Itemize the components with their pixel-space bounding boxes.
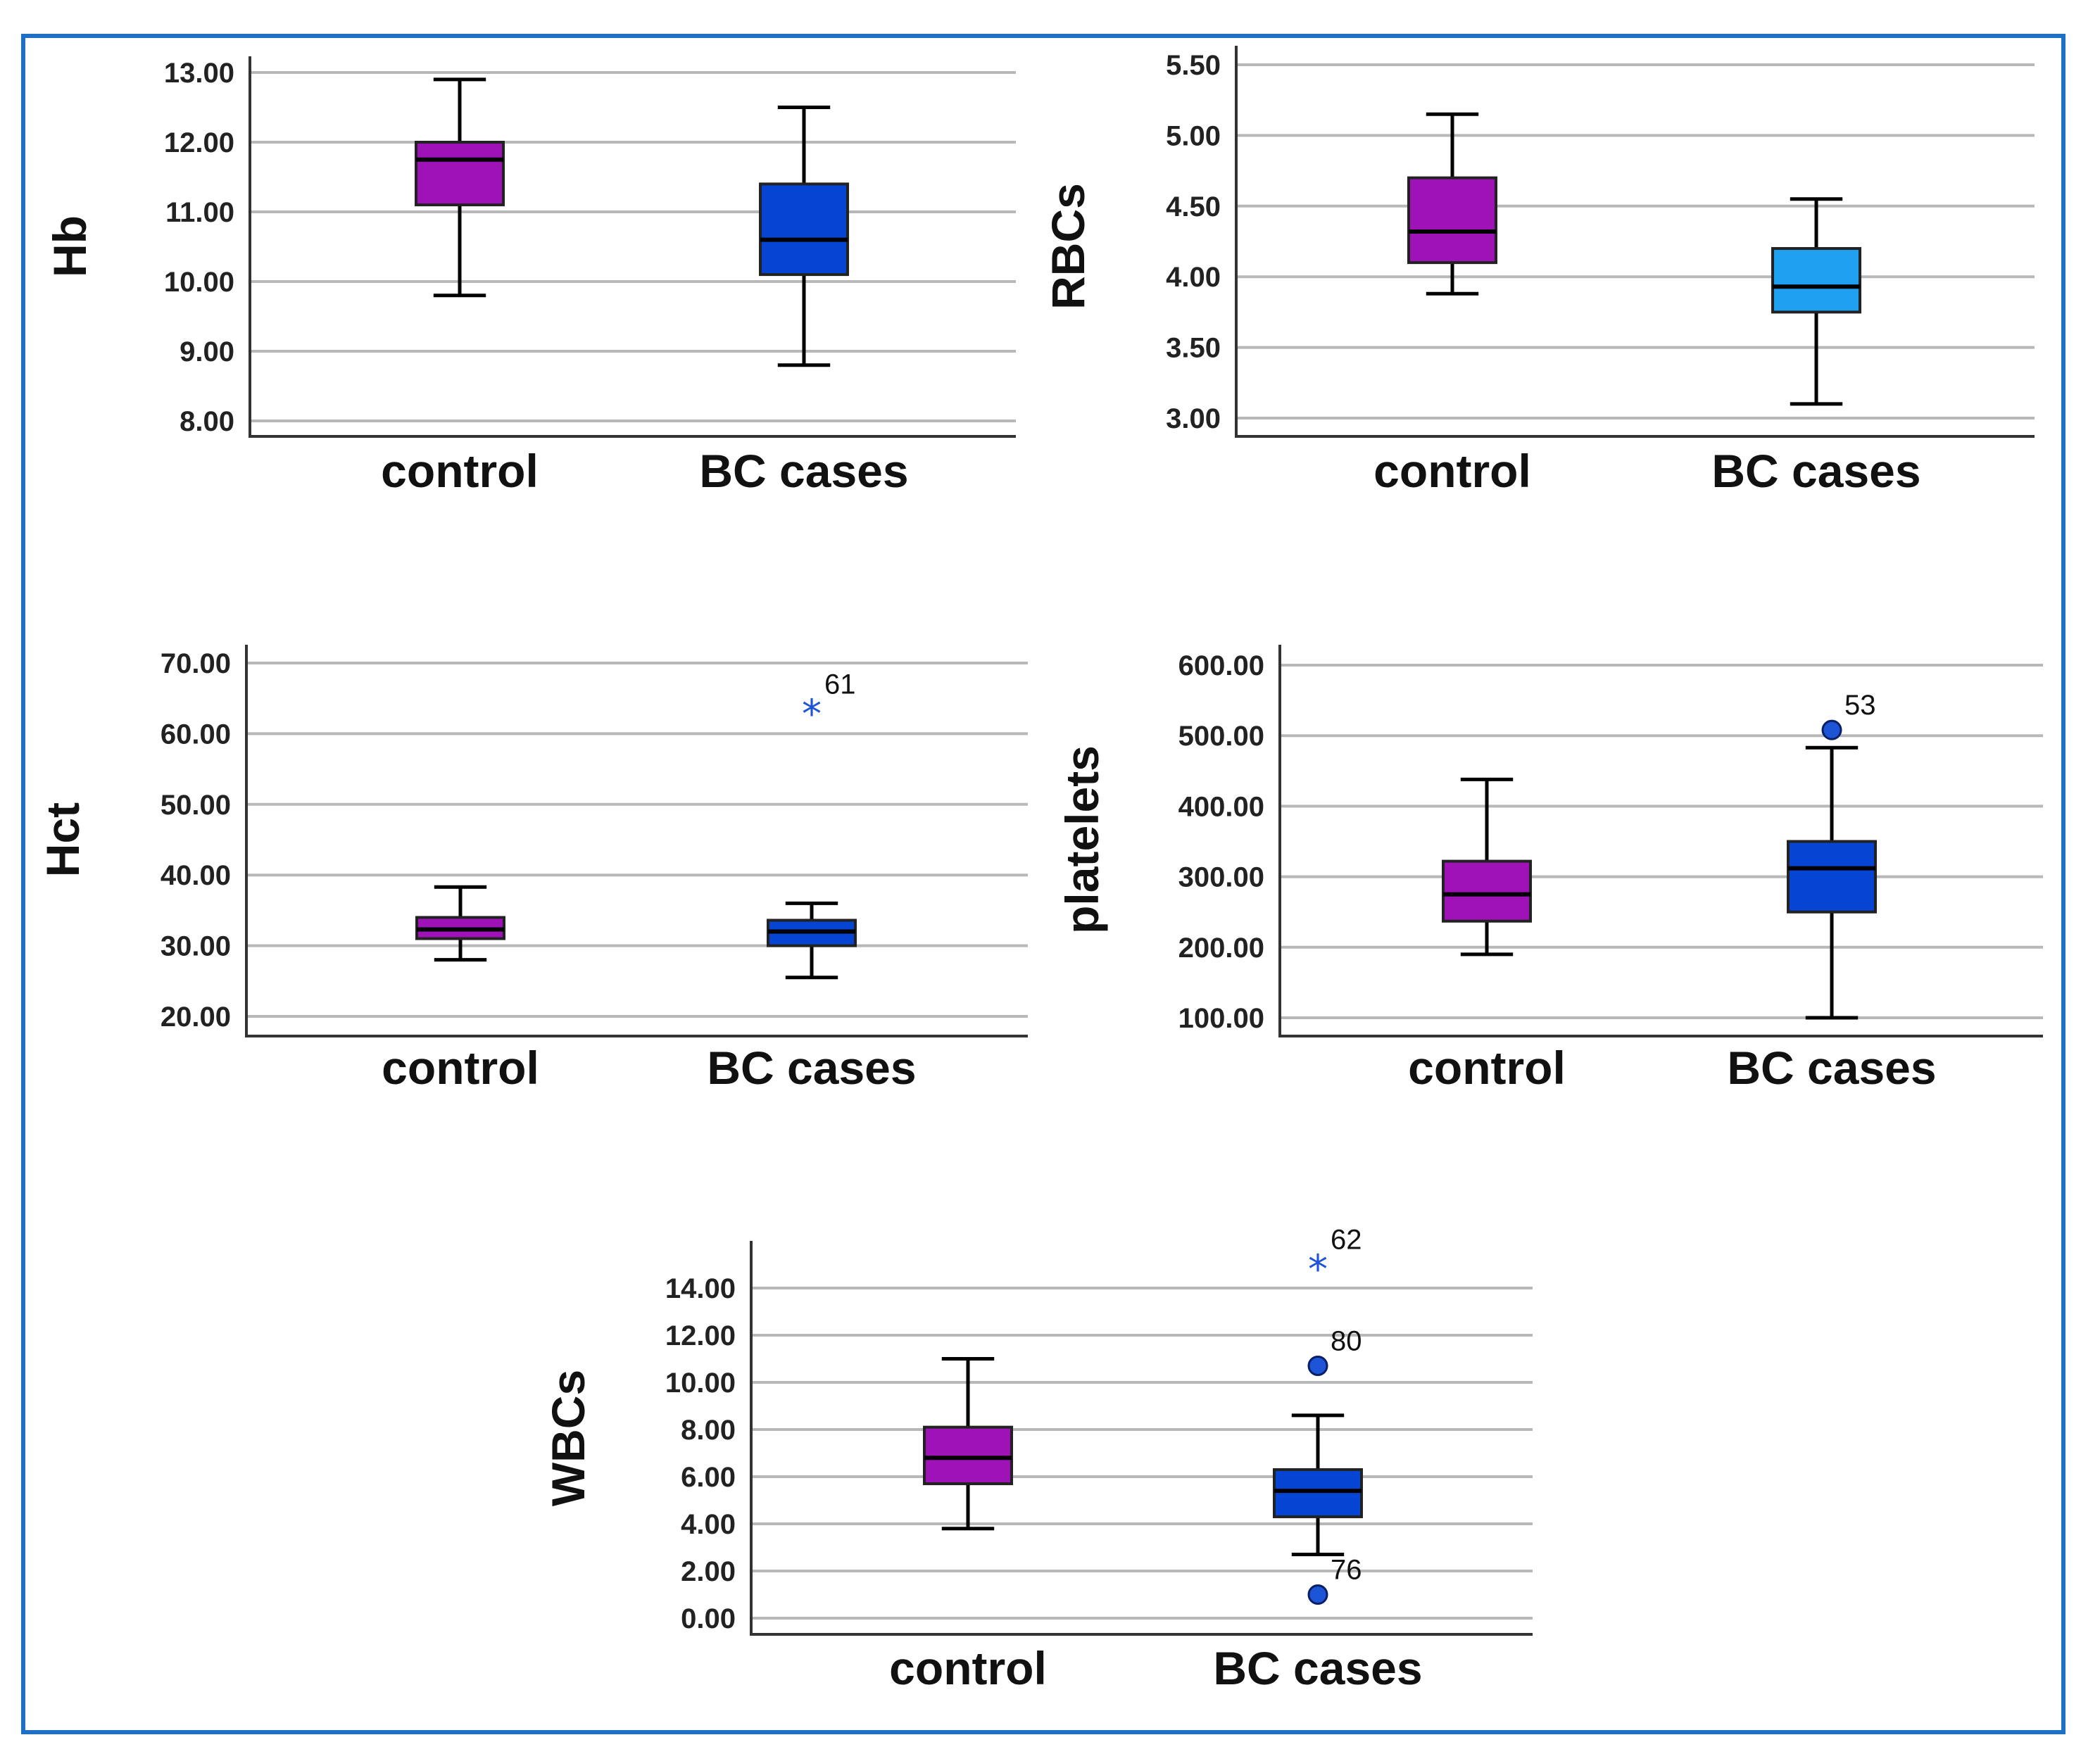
box-bc-cases [1273,1413,1363,1557]
box-control [1442,777,1532,957]
y-tick-label: 10.00 [665,1368,736,1399]
iqr-box [415,141,505,207]
panel-rbcs: 3.00 3.50 4.00 4.50 5.00 5.50 RBCs control BC ca… [1042,46,2035,497]
axis-lines [1278,645,2043,1037]
y-tick-label: 13.00 [164,58,234,89]
outlier-label: 61 [824,669,856,700]
outlier-marker [1821,719,1842,740]
extreme-outlier-marker: * [802,691,822,737]
x-category-label: BC cases [699,445,908,497]
y-tick-label: 0.00 [681,1603,736,1634]
x-category-label: BC cases [1711,445,1920,497]
box-bc-cases [759,106,849,367]
panel-hb: 8.00 9.00 10.00 11.00 12.00 13.00 Hb control BC … [44,56,1016,497]
outlier-label: 80 [1331,1326,1362,1357]
iqr-box [759,182,849,277]
iqr-box [1787,840,1877,914]
y-tick-label: 20.00 [161,1002,231,1033]
outlier-label: 76 [1331,1555,1362,1586]
axis-lines [245,645,1028,1037]
axis-lines [750,1241,1533,1636]
y-tick-label: 60.00 [161,719,231,750]
y-axis-label: WBCs [542,1370,594,1506]
y-tick-label: 10.00 [164,267,234,298]
y-tick-label: 3.50 [1166,333,1221,364]
y-tick-label: 70.00 [161,648,231,679]
box-bc-cases [1771,197,1861,406]
box-bc-cases [1787,745,1877,1020]
x-category-label: BC cases [707,1042,916,1094]
y-tick-label: 11.00 [165,197,234,228]
y-tick-label: 6.00 [681,1462,736,1493]
y-tick-label: 400.00 [1178,791,1264,822]
y-axis-label: RBCs [1042,183,1094,310]
outlier-label: 62 [1331,1225,1362,1256]
y-tick-label: 30.00 [161,931,231,962]
y-tick-label: 300.00 [1178,862,1264,893]
box-bc-cases [767,901,857,980]
x-category-label: BC cases [1727,1042,1936,1094]
x-category-label: control [381,445,539,497]
y-tick-label: 5.00 [1166,120,1221,151]
panel-wbcs: 0.00 2.00 4.00 6.00 8.00 10.00 12.00 14.00 WBCs c… [542,1225,1533,1694]
box-control [923,1357,1013,1531]
box-control [1407,112,1497,296]
y-tick-label: 8.00 [180,406,234,437]
panel-platelets: 100.00 200.00 300.00 400.00 500.00 600.00 plat… [1056,645,2043,1094]
y-tick-label: 12.00 [665,1320,736,1351]
iqr-box [1442,859,1532,923]
y-tick-label: 500.00 [1178,721,1264,752]
y-tick-label: 4.50 [1166,191,1221,222]
iqr-box [1771,247,1861,314]
y-tick-label: 5.50 [1166,50,1221,81]
y-tick-label: 9.00 [180,336,234,367]
y-tick-label: 12.00 [164,127,234,158]
y-tick-label: 3.00 [1166,403,1221,434]
y-tick-label: 8.00 [681,1415,736,1446]
y-tick-label: 200.00 [1178,933,1264,964]
y-tick-label: 40.00 [161,860,231,891]
outlier-label: 53 [1844,690,1876,721]
iqr-box [1407,176,1497,265]
axis-lines [249,56,1016,438]
y-tick-label: 600.00 [1178,650,1264,681]
x-category-label: control [382,1042,539,1094]
y-tick-label: 4.00 [1166,262,1221,293]
y-axis-label: Hct [37,802,89,877]
y-axis-label: Hb [44,215,96,277]
y-tick-label: 4.00 [681,1509,736,1540]
outlier-marker [1307,1356,1328,1377]
extreme-outlier-marker: * [1308,1247,1328,1293]
x-category-label: control [1373,445,1531,497]
iqr-box [923,1425,1013,1486]
figure-frame [21,34,2066,1734]
x-category-label: control [1408,1042,1566,1094]
box-control [415,885,505,962]
iqr-box [1273,1468,1363,1518]
y-tick-label: 14.00 [665,1273,736,1304]
x-category-label: control [889,1642,1047,1694]
y-tick-label: 50.00 [161,790,231,821]
axis-lines [1235,46,2035,438]
y-axis-label: platelets [1056,745,1108,934]
box-control [415,77,505,298]
panel-hct: 20.00 30.00 40.00 50.00 60.00 70.00 Hct control… [37,645,1028,1094]
x-category-label: BC cases [1213,1642,1422,1694]
outlier-marker [1307,1584,1328,1605]
y-tick-label: 100.00 [1178,1003,1264,1034]
y-tick-label: 2.00 [681,1556,736,1587]
